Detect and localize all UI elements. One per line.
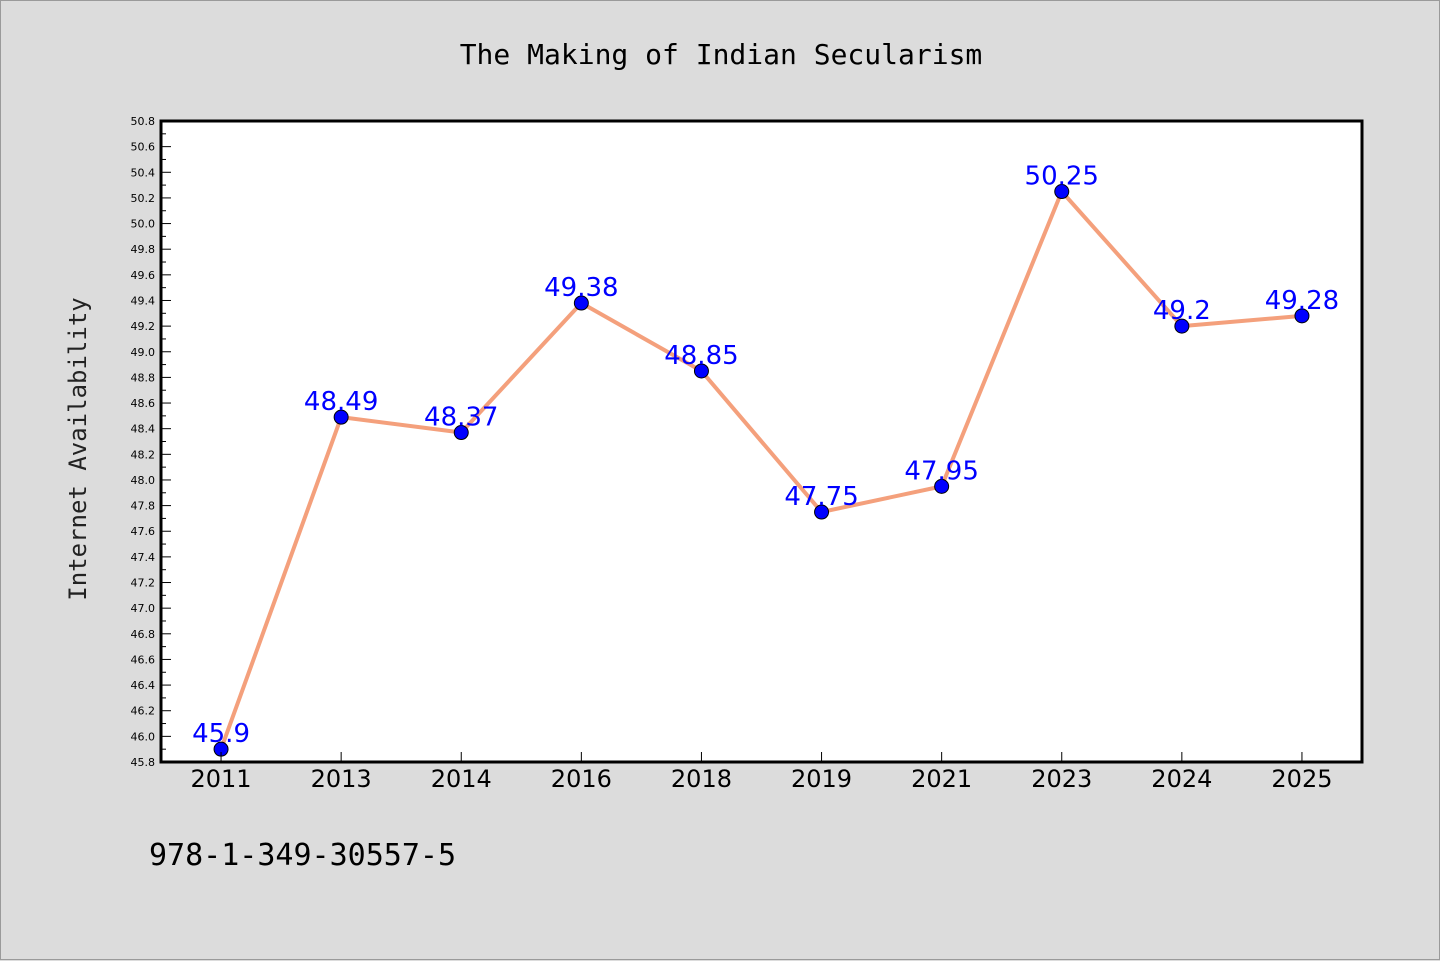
y-tick-label: 49.8 [131, 243, 156, 256]
data-label: 50.25 [1025, 162, 1099, 192]
y-tick-label: 49.2 [131, 320, 156, 333]
data-point [814, 504, 830, 520]
y-tick-label: 48.2 [131, 448, 156, 461]
x-tick-label: 2025 [1271, 765, 1332, 793]
data-label: 49.2 [1153, 296, 1211, 326]
y-tick-label: 45.8 [131, 756, 156, 769]
y-tick-label: 46.4 [131, 679, 156, 692]
data-label: 48.85 [664, 341, 738, 371]
data-point [453, 425, 469, 441]
data-point [693, 363, 709, 379]
y-tick-label: 48.4 [131, 423, 156, 436]
data-point [1054, 184, 1070, 200]
data-label: 49.28 [1265, 286, 1339, 316]
y-tick-label: 48.6 [131, 397, 156, 410]
y-tick-label: 48.0 [131, 474, 156, 487]
x-tick-label: 2016 [551, 765, 612, 793]
chart-title: The Making of Indian Secularism [460, 38, 983, 71]
y-tick-label: 47.0 [131, 602, 156, 615]
plot-frame [159, 119, 1364, 764]
y-tick-label: 46.0 [131, 730, 156, 743]
y-tick-label: 50.6 [131, 141, 156, 154]
data-point [1294, 308, 1310, 324]
y-tick-label: 49.0 [131, 346, 156, 359]
y-tick-label: 49.6 [131, 269, 156, 282]
x-tick-label: 2018 [671, 765, 732, 793]
data-label: 47.95 [904, 456, 978, 486]
y-tick-label: 47.4 [131, 551, 156, 564]
x-tick-label: 2011 [191, 765, 252, 793]
axis-layer: 45.8 46.0 46.2 46.4 46.6 46.8 47.0 47.2 47.4 47.6… [131, 115, 1333, 793]
x-tick-label: 2024 [1151, 765, 1212, 793]
data-label: 48.37 [424, 403, 498, 433]
data-point [573, 295, 589, 311]
y-tick-label: 47.2 [131, 577, 156, 590]
data-label: 49.38 [544, 273, 618, 303]
y-tick-label: 50.0 [131, 218, 156, 231]
y-tick-label: 47.8 [131, 500, 156, 513]
x-tick-label: 2019 [791, 765, 852, 793]
y-tick-label: 46.2 [131, 705, 156, 718]
isbn-label: 978-1-349-30557-5 [149, 838, 456, 873]
y-axis-label: Internet Availability [64, 297, 92, 600]
x-tick-label: 2023 [1031, 765, 1092, 793]
data-point [333, 409, 349, 425]
x-tick-label: 2014 [431, 765, 492, 793]
y-tick-label: 48.8 [131, 371, 156, 384]
y-tick-label: 50.2 [131, 192, 156, 205]
y-tick-label: 47.6 [131, 525, 156, 538]
series-line [219, 189, 1303, 750]
y-tick-label: 50.4 [131, 166, 156, 179]
x-tick-label: 2013 [311, 765, 372, 793]
data-label: 47.75 [784, 482, 858, 512]
y-tick-label: 46.6 [131, 653, 156, 666]
data-label: 45.9 [192, 719, 250, 749]
y-tick-label: 49.4 [131, 294, 156, 307]
x-tick-label: 2021 [911, 765, 972, 793]
data-point [1174, 318, 1190, 334]
data-label: 48.49 [304, 387, 378, 417]
y-tick-label: 50.8 [131, 115, 156, 128]
series-layer: 45.9 48.49 48.37 49.38 48.85 47.75 47.95 50.25 4… [192, 162, 1339, 757]
y-tick-label: 46.8 [131, 628, 156, 641]
data-point [934, 478, 950, 494]
